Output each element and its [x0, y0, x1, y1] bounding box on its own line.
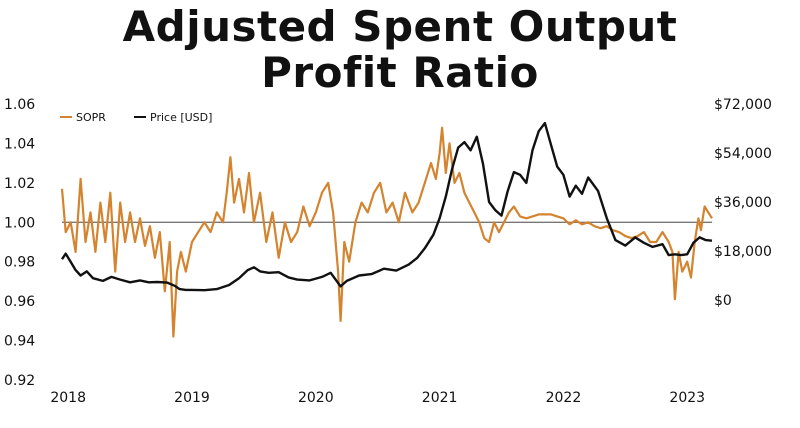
left-tick-label: 1.04 [4, 136, 35, 152]
left-tick-label: 0.98 [4, 255, 35, 271]
chart-title-line-1: Adjusted Spent Output [122, 2, 678, 51]
left-tick-label: 1.06 [4, 97, 35, 113]
chart-title: Adjusted Spent Output Profit Ratio [0, 4, 800, 96]
left-tick-label: 0.94 [4, 334, 35, 350]
series-group [60, 121, 713, 338]
right-tick-label: $54,000 [714, 146, 772, 162]
x-tick-label: 2021 [422, 390, 458, 406]
right-tick-label: $18,000 [714, 244, 772, 260]
series-line-price [61, 121, 713, 292]
x-tick-label: 2023 [669, 390, 705, 406]
left-tick-label: 1.02 [4, 176, 35, 192]
left-tick-label: 1.00 [4, 215, 35, 231]
right-tick-label: $72,000 [714, 97, 772, 113]
x-tick-label: 2022 [546, 390, 582, 406]
axes-group: 1.06 1.04 1.02 1.00 0.98 0.96 0.94 0.92 $72,000 $… [4, 97, 772, 406]
series-line-sopr [60, 126, 713, 338]
left-tick-label: 0.96 [4, 294, 35, 310]
x-tick-label: 2020 [298, 390, 334, 406]
legend-label-sopr: SOPR [76, 111, 106, 124]
legend-label-price: Price [USD] [150, 111, 212, 124]
x-tick-label: 2019 [174, 390, 210, 406]
right-tick-label: $36,000 [714, 195, 772, 211]
legend: SOPR Price [USD] [60, 111, 212, 124]
left-tick-label: 0.92 [4, 373, 35, 389]
x-tick-label: 2018 [50, 390, 86, 406]
right-tick-label: $0 [714, 293, 732, 309]
chart-title-line-2: Profit Ratio [261, 48, 539, 97]
